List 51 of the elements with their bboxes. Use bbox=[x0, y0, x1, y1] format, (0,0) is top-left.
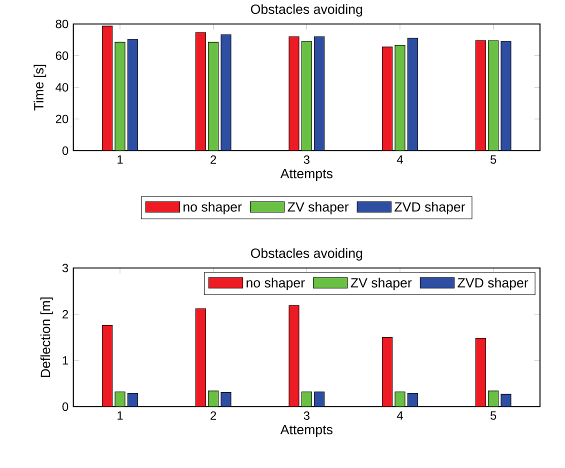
x-tick-label: 4 bbox=[396, 411, 403, 420]
x-axis-title: Attempts bbox=[280, 169, 332, 181]
legend-label: ZV shaper bbox=[288, 202, 349, 214]
bar bbox=[488, 390, 499, 407]
y-tick-label: 0 bbox=[62, 402, 68, 411]
y-tick-label: 0 bbox=[62, 146, 68, 155]
x-tick-label: 4 bbox=[396, 155, 403, 164]
x-tick-label: 5 bbox=[490, 411, 496, 420]
y-tick-label: 40 bbox=[56, 83, 68, 92]
bar bbox=[500, 41, 512, 151]
bar bbox=[195, 32, 206, 151]
bar bbox=[407, 38, 418, 151]
y-tick-label: 2 bbox=[62, 310, 68, 318]
x-tick-label: 2 bbox=[210, 411, 216, 420]
chart-title: Obstacles avoiding bbox=[250, 4, 362, 17]
bar bbox=[382, 46, 393, 151]
y-axis-title: Deflection [m] bbox=[40, 298, 53, 377]
x-tick-label: 3 bbox=[304, 411, 310, 420]
y-tick-label: 80 bbox=[56, 20, 68, 28]
legend-label: no shaper bbox=[184, 202, 242, 214]
bar bbox=[208, 390, 219, 407]
y-axis-title: Time [s] bbox=[34, 64, 46, 110]
y-tick-label: 1 bbox=[62, 356, 68, 365]
bar bbox=[102, 26, 113, 151]
y-tick-label: 60 bbox=[56, 51, 68, 60]
x-tick-label: 3 bbox=[304, 155, 310, 164]
bar bbox=[220, 34, 232, 151]
bar bbox=[288, 36, 300, 151]
bar bbox=[314, 392, 325, 407]
x-tick-label: 5 bbox=[490, 155, 496, 164]
bar bbox=[127, 39, 138, 151]
bar bbox=[314, 36, 325, 151]
bar bbox=[408, 393, 418, 407]
legend-label: ZV shaper bbox=[350, 278, 412, 290]
y-tick-label: 3 bbox=[62, 264, 68, 272]
bar bbox=[475, 338, 486, 407]
bar bbox=[195, 308, 206, 407]
bar bbox=[475, 40, 486, 151]
legend-label: no shaper bbox=[246, 278, 305, 290]
x-tick-label: 2 bbox=[210, 155, 216, 164]
x-axis-title: Attempts bbox=[280, 425, 332, 437]
x-tick-label: 1 bbox=[118, 155, 123, 164]
bar bbox=[102, 325, 113, 407]
legend-label: ZVD shaper bbox=[458, 278, 528, 290]
y-tick-label: 20 bbox=[56, 114, 68, 124]
legend-label: ZVD shaper bbox=[394, 202, 466, 214]
x-tick-label: 1 bbox=[118, 411, 123, 420]
bar bbox=[301, 392, 312, 407]
chart-title: Obstacles avoiding bbox=[250, 248, 362, 261]
bar bbox=[382, 337, 393, 407]
bar bbox=[128, 393, 138, 407]
